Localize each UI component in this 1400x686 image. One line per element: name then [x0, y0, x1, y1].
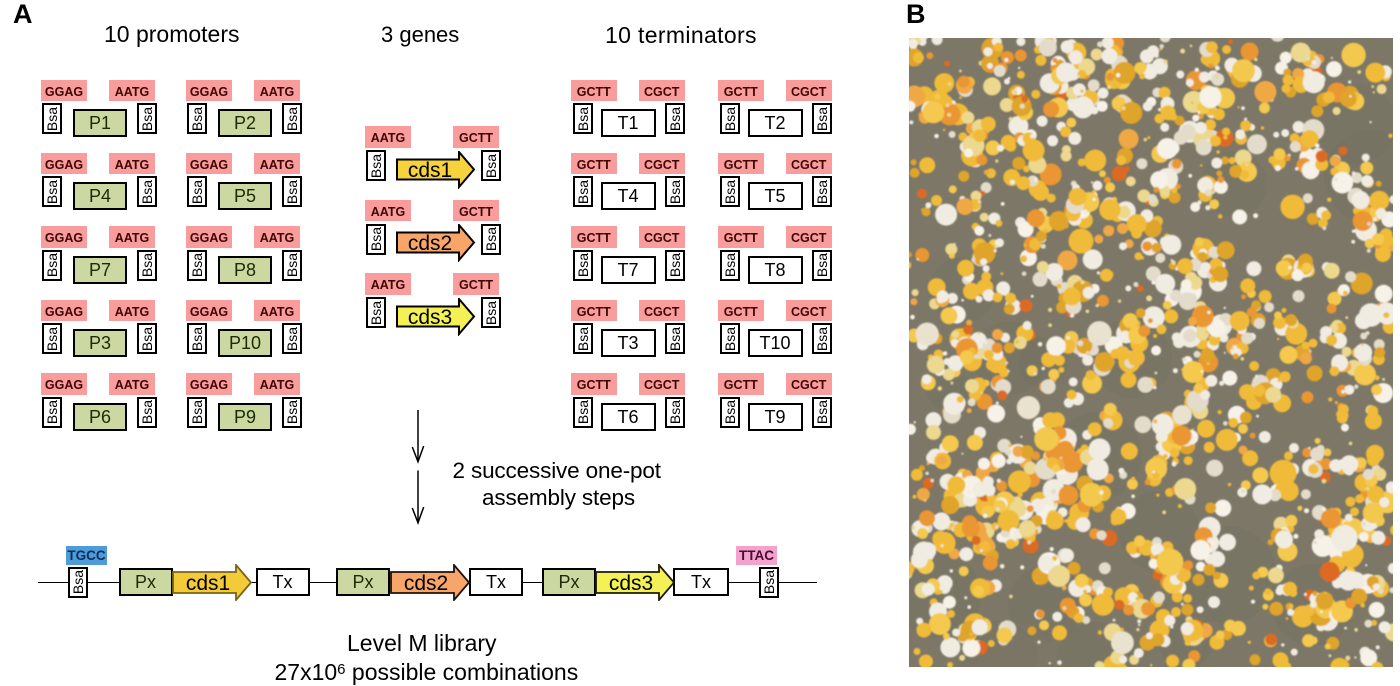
- svg-text:cds3: cds3: [408, 306, 452, 329]
- svg-text:cds1: cds1: [186, 572, 230, 595]
- svg-text:cds1: cds1: [408, 159, 452, 182]
- svg-text:cds2: cds2: [404, 572, 448, 595]
- svg-text:cds3: cds3: [609, 572, 653, 595]
- svg-text:cds2: cds2: [408, 232, 452, 255]
